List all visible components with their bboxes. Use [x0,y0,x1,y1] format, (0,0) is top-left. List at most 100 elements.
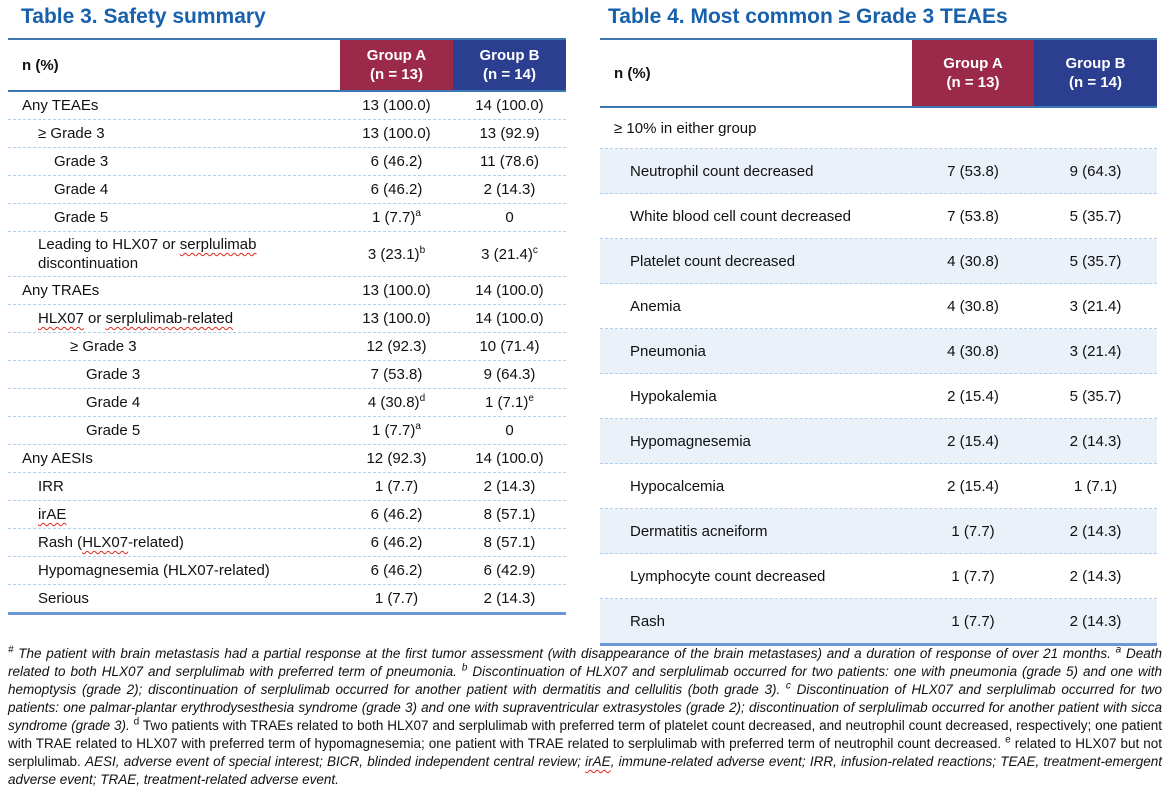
row-label: ≥ Grade 3 [70,338,137,355]
value-group-a: 7 (53.8) [947,207,999,225]
table-row: Hypokalemia 2 (15.4) 5 (35.7) [600,374,1157,419]
value-group-b: 14 (100.0) [475,97,544,114]
group-a-n: (n = 13) [946,74,1000,91]
value-group-a: 1 (7.7) [951,522,995,540]
footnote-text: Two patients with TRAEs related to both … [8,718,1162,751]
row-label: Grade 3 [54,153,109,170]
footnote-text: Death related to both HLX07 and serpluli… [8,646,1162,679]
value-group-b: 5 (35.7) [1069,252,1122,270]
row-label: Grade 4 [54,181,109,198]
footnote: # The patient with brain metastasis had … [8,645,1162,789]
table-row: Pneumonia 4 (30.8) 3 (21.4) [600,329,1157,374]
value-group-a: 7 (53.8) [947,162,999,180]
table-row: Any TEAEs 13 (100.0) 14 (100.0) [8,92,566,120]
footnote-text: irAE [585,754,611,769]
row-label: Rash [630,612,666,630]
row-label: White blood cell count decreased [630,207,851,225]
value-group-b: 9 (64.3) [1069,162,1122,180]
value-group-b: 3 (21.4) [1069,297,1122,315]
value-group-b: 13 (92.9) [479,125,540,142]
row-label: Grade 3 [86,366,141,383]
value-group-a: 7 (53.8) [370,366,423,383]
group-a-name: Group A [366,47,427,64]
table-row: Grade 3 6 (46.2) 11 (78.6) [8,148,566,176]
table-row: irAE 6 (46.2) 8 (57.1) [8,501,566,529]
table-row: Grade 5 1 (7.7)a 0 [8,204,566,232]
table-row: White blood cell count decreased 7 (53.8)… [600,194,1157,239]
table-row: Lymphocyte count decreased 1 (7.7) 2 (14.3… [600,554,1157,599]
value-group-b: 10 (71.4) [479,338,540,355]
row-label: IRR [38,478,64,495]
table-row: Neutrophil count decreased 7 (53.8) 9 (64.… [600,149,1157,194]
footnote-text: Discontinuation of HLX07 and serplulimab… [8,664,1162,697]
table4-title: Table 4. Most common ≥ Grade 3 TEAEs [608,5,1008,28]
table-row: ≥ Grade 3 13 (100.0) 13 (92.9) [8,120,566,148]
table3-col-header-group-a: Group A (n = 13) [340,40,453,90]
row-label: Leading to HLX07 or serplulimab disconti… [38,236,257,272]
row-label: Grade 4 [86,394,141,411]
table4-rows: Neutrophil count decreased 7 (53.8) 9 (64.… [600,149,1157,643]
value-group-a: 13 (100.0) [362,310,431,327]
table-row: Hypomagnesemia 2 (15.4) 2 (14.3) [600,419,1157,464]
footnote-superscript: # [8,644,14,656]
group-a-name: Group A [943,55,1003,72]
row-label: Platelet count decreased [630,252,796,270]
group-b-n: (n = 14) [483,66,536,83]
row-label: Any TEAEs [22,97,99,114]
group-b-name: Group B [479,47,540,64]
table-row: Serious 1 (7.7) 2 (14.3) [8,585,566,612]
row-label: Grade 5 [54,209,109,226]
value-group-a: 1 (7.7)a [372,208,421,227]
footnote-superscript: d [133,716,140,728]
table-row: Dermatitis acneiform 1 (7.7) 2 (14.3) [600,509,1157,554]
row-label: Hypocalcemia [630,477,725,495]
value-group-a: 2 (15.4) [947,387,999,405]
value-group-b: 6 (42.9) [483,562,536,579]
value-group-a: 2 (15.4) [947,477,999,495]
row-label: Serious [38,590,89,607]
group-b-name: Group B [1065,55,1126,72]
row-label: Any AESIs [22,450,93,467]
value-group-b: 2 (14.3) [483,590,536,607]
footnote-superscript: e [1005,734,1011,746]
value-group-b: 3 (21.4) [1069,342,1122,360]
table4-col-header-n-pct: n (%) [614,64,651,82]
value-group-b: 0 [505,422,514,439]
table-row: Hypomagnesemia (HLX07-related) 6 (46.2) 6 … [8,557,566,585]
value-group-a: 6 (46.2) [370,562,423,579]
row-label: Dermatitis acneiform [630,522,768,540]
row-label: Any TRAEs [22,282,100,299]
row-label: Hypomagnesemia (HLX07-related) [38,562,270,579]
value-group-b: 8 (57.1) [483,506,536,523]
value-group-a: 4 (30.8) [947,297,999,315]
table4-grade3-teaes: Table 4. Most common ≥ Grade 3 TEAEs n (… [600,4,1157,646]
value-group-b: 2 (14.3) [1069,522,1122,540]
row-label: irAE [38,506,67,523]
table-row: Hypocalcemia 2 (15.4) 1 (7.1) [600,464,1157,509]
value-group-b: 14 (100.0) [475,310,544,327]
value-group-b: 1 (7.1) [1073,477,1118,495]
table3-col-header-n-pct: n (%) [22,56,59,74]
row-label: Rash (HLX07-related) [38,534,184,551]
table-row: Rash (HLX07-related) 6 (46.2) 8 (57.1) [8,529,566,557]
table-row: Rash 1 (7.7) 2 (14.3) [600,599,1157,643]
value-group-b: 9 (64.3) [483,366,536,383]
row-label: Pneumonia [630,342,706,360]
table3-body: Any TEAEs 13 (100.0) 14 (100.0) ≥ Grade 3 13… [8,92,566,615]
table-row: ≥ Grade 3 12 (92.3) 10 (71.4) [8,333,566,361]
value-group-a: 6 (46.2) [370,506,423,523]
value-group-a: 13 (100.0) [362,97,431,114]
row-label: Hypomagnesemia [630,432,751,450]
table4-subheader: ≥ 10% in either group [600,108,1157,149]
value-group-a: 13 (100.0) [362,125,431,142]
table-row: Any TRAEs 13 (100.0) 14 (100.0) [8,277,566,305]
table-row: Grade 4 4 (30.8)d 1 (7.1)e [8,389,566,417]
table-row: Grade 3 7 (53.8) 9 (64.3) [8,361,566,389]
table3-title: Table 3. Safety summary [21,5,266,28]
value-group-a: 6 (46.2) [370,534,423,551]
value-group-b: 2 (14.3) [483,478,536,495]
value-group-a: 12 (92.3) [366,338,427,355]
value-group-b: 2 (14.3) [1069,567,1122,585]
value-group-b: 14 (100.0) [475,450,544,467]
